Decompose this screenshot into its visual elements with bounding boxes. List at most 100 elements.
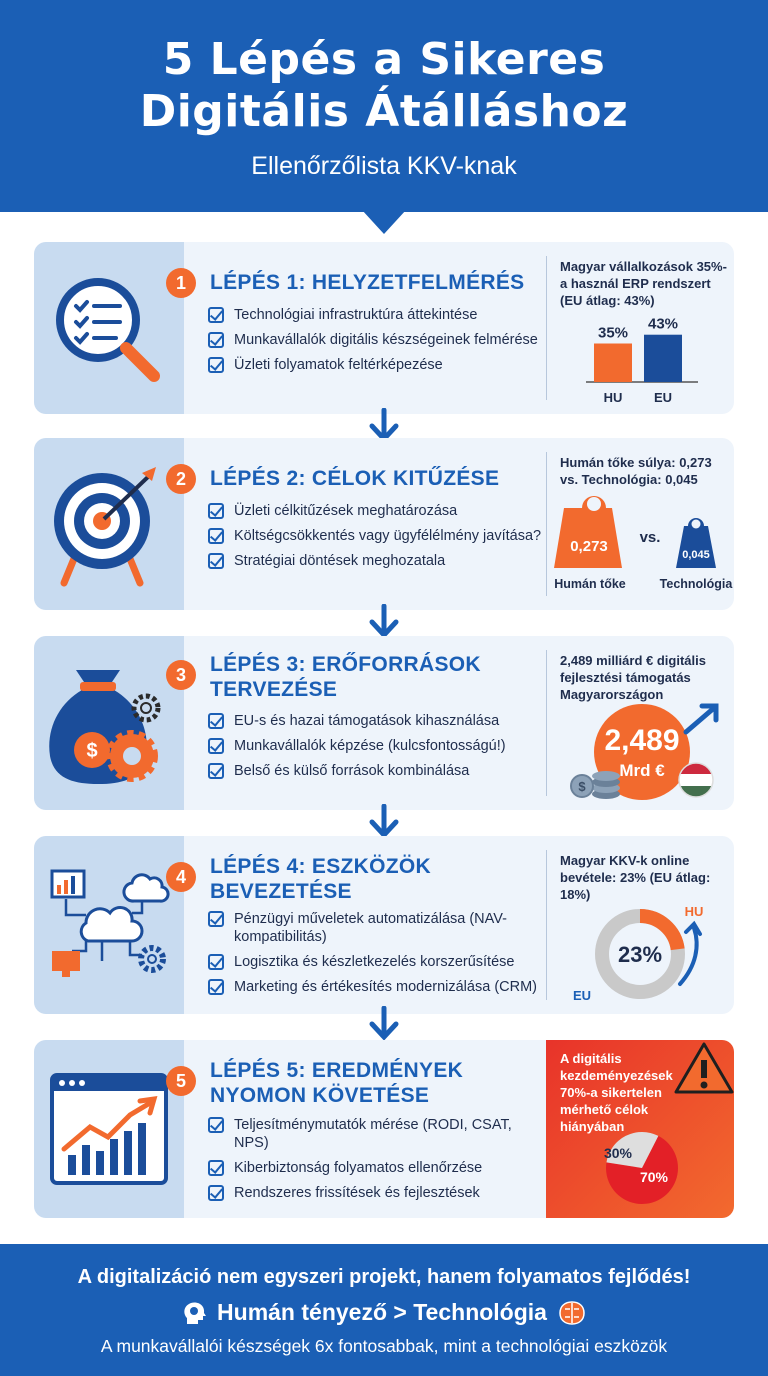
checklist-item: Kiberbiztonság folyamatos ellenőrzése [208, 1159, 542, 1177]
erp-bar-chart: 35% 43% HU EU [586, 316, 698, 405]
step-5-checklist: Teljesítménymutatók mérése (RODI, CSAT, … [208, 1116, 542, 1209]
step-1-title: LÉPÉS 1: HELYZETFELMÉRÉS [210, 271, 525, 294]
step-2-title: LÉPÉS 2: CÉLOK KITŰZÉSE [210, 467, 500, 490]
checklist-item-text: Teljesítménymutatók mérése (RODI, CSAT, … [234, 1117, 512, 1151]
money-bag-gears-icon: $ [49, 670, 161, 784]
checkbox-icon [208, 357, 224, 373]
checkbox-icon [208, 763, 224, 779]
checklist-item-text: Üzleti célkitűzések meghatározása [234, 503, 458, 519]
footer-tagline-text: Humán tényező > Technológia [217, 1299, 547, 1325]
checklist-item-text: Logisztika és készletkezelés korszerűsít… [234, 954, 515, 970]
bar-eu [644, 334, 682, 382]
pie-slice-30 [606, 1132, 659, 1168]
checkbox-icon [208, 1160, 224, 1176]
checklist-item-text: Technológiai infrastruktúra áttekintése [234, 307, 478, 323]
step-card-2: 2 LÉPÉS 2: CÉLOK KITŰZÉSE Üzleti célkitű… [34, 438, 734, 610]
checkbox-icon [208, 1185, 224, 1201]
checklist-item: Pénzügyi műveletek automatizálása (NAV-k… [208, 910, 542, 946]
step-2-stat-text: Humán tőke súlya: 0,273 vs. Technológia:… [560, 455, 712, 487]
stat-divider [546, 650, 547, 796]
donut-hu-arc [639, 909, 685, 951]
step-card-3: $ 3 LÉPÉS 3: ERŐFORRÁSOK TERVEZÉSE EU-s … [34, 636, 734, 810]
big-weight-value: 0,273 [570, 538, 608, 555]
checkbox-icon [208, 911, 224, 927]
checklist-item: Rendszeres frissítések és fejlesztések [208, 1184, 542, 1202]
checklist-item: Stratégiai döntések meghozatala [208, 552, 542, 570]
checkbox-icon [208, 528, 224, 544]
checklist-item-text: Pénzügyi műveletek automatizálása (NAV-k… [234, 911, 507, 945]
donut-eu-label: EU [573, 988, 591, 1003]
big-weight-label: Humán tőke [554, 577, 626, 591]
step-4-number-badge: 4 [166, 862, 196, 892]
small-weight-icon [676, 518, 716, 568]
growth-arrow-icon [678, 920, 702, 986]
step-4-checklist: Pénzügyi műveletek automatizálása (NAV-k… [208, 910, 542, 1003]
checkbox-icon [208, 738, 224, 754]
title-line-1: 5 Lépés a Sikeres [162, 34, 606, 85]
bar-eu-value-label: 43% [648, 316, 678, 333]
bar-hu [594, 343, 632, 382]
step-2-stat-panel: Humán tőke súlya: 0,273 vs. Technológia:… [546, 438, 734, 610]
checkbox-icon [208, 503, 224, 519]
pie-slice-70 [606, 1135, 678, 1204]
vs-label: vs. [640, 529, 661, 546]
checkbox-icon [208, 713, 224, 729]
big-weight-icon [554, 496, 622, 568]
step-2-icon-panel [34, 438, 184, 610]
amount-unit: Mrd € [619, 761, 665, 780]
arrow-down-icon [369, 1006, 399, 1041]
checklist-item: Logisztika és készletkezelés korszerűsít… [208, 953, 542, 971]
amount-value: 2,489 [604, 724, 679, 757]
step-card-1: 1 LÉPÉS 1: HELYZETFELMÉRÉS Technológiai … [34, 242, 734, 414]
online-revenue-donut: 23% HU EU [573, 904, 704, 1003]
funding-amount-graphic: 2,489 Mrd € $ [570, 703, 719, 800]
failure-rate-pie: 30% 70% [604, 1042, 734, 1204]
step-1-checklist: Technológiai infrastruktúra áttekintése … [208, 306, 542, 381]
pie-slice-70-label: 70% [640, 1169, 669, 1185]
step-3-stat-text: 2,489 milliárd € digitális fejlesztési t… [560, 653, 706, 702]
stat-divider [546, 850, 547, 1000]
page-subtitle: Ellenőrzőlista KKV-knak [251, 152, 517, 180]
pie-slice-30-label: 30% [604, 1145, 633, 1161]
bar-hu-value-label: 35% [598, 325, 628, 342]
checkbox-icon [208, 307, 224, 323]
svg-text:$: $ [578, 779, 586, 794]
step-5-number-badge: 5 [166, 1066, 196, 1096]
checklist-item: Marketing és értékesítés modernizálása (… [208, 978, 542, 996]
checkbox-icon [208, 553, 224, 569]
step-4-icon-panel [34, 836, 184, 1014]
step-5-alert-panel: A digitális kezdeményezések 70%-a sikert… [546, 1040, 734, 1218]
small-weight-label: Technológia [660, 577, 734, 591]
checkbox-icon [208, 332, 224, 348]
growth-arrow-icon [683, 703, 719, 735]
step-2-number-badge: 2 [166, 464, 196, 494]
step-3-title: LÉPÉS 3: ERŐFORRÁSOK TERVEZÉSE [210, 653, 481, 701]
bar-hu-category-label: HU [604, 390, 623, 405]
checklist-item-text: Munkavállalók képzése (kulcsfontosságú!) [234, 738, 506, 754]
step-card-5: 5 LÉPÉS 5: EREDMÉNYEK NYOMON KÖVETÉSE Te… [34, 1040, 734, 1218]
donut-hu-label: HU [685, 904, 704, 919]
checklist-item-text: Üzleti folyamatok feltérképezése [234, 357, 443, 373]
stat-divider [546, 452, 547, 596]
checklist-item-text: Költségcsökkentés vagy ügyfélélmény javí… [234, 528, 542, 544]
svg-text:$: $ [86, 740, 97, 762]
small-weight-value: 0,045 [682, 549, 710, 561]
step-4-stat-text: Magyar KKV-k online bevétele: 23% (EU át… [560, 853, 711, 902]
checklist-item-text: Kiberbiztonság folyamatos ellenőrzése [234, 1160, 483, 1176]
step-3-number-badge: 3 [166, 660, 196, 690]
checkbox-icon [208, 1117, 224, 1133]
cloud-network-icon [50, 869, 170, 977]
step-3-stat-panel: 2,489 milliárd € digitális fejlesztési t… [546, 636, 734, 810]
target-arrow-icon [54, 467, 156, 587]
human-head-icon [184, 1302, 207, 1324]
page-title: 5 Lépés a Sikeres Digitális Átálláshoz [0, 0, 768, 138]
checklist-item: Teljesítménymutatók mérése (RODI, CSAT, … [208, 1116, 542, 1152]
brain-circuit-icon [559, 1300, 585, 1325]
header-pointer [362, 210, 406, 234]
checklist-item: Belső és külső források kombinálása [208, 762, 542, 780]
checkbox-icon [208, 954, 224, 970]
checklist-item-text: Rendszeres frissítések és fejlesztések [234, 1185, 480, 1201]
step-5-stat-text: A digitális kezdeményezések 70%-a sikert… [560, 1051, 673, 1134]
checklist-item: Munkavállalók képzése (kulcsfontosságú!) [208, 737, 542, 755]
step-5-icon-panel [34, 1040, 184, 1218]
